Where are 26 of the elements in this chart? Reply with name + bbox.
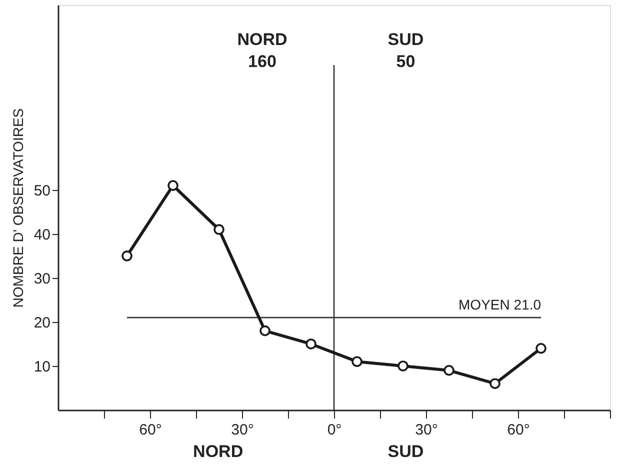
x-tick-label: 60° — [507, 422, 530, 438]
point — [306, 338, 316, 350]
point — [490, 378, 500, 389]
x-tick-label: 0° — [327, 422, 342, 438]
point — [352, 356, 362, 367]
text: SUD — [388, 442, 424, 461]
point — [398, 360, 408, 372]
point — [122, 250, 132, 262]
point — [444, 365, 454, 376]
y-tick-label: 30 — [34, 270, 50, 288]
y-axis-title: NOMBRE D' OBSERVATOIRES — [10, 108, 26, 308]
y-tick-label: 50 — [34, 182, 50, 200]
y-tick-label: 10 — [34, 358, 50, 376]
text: NORD — [193, 442, 244, 461]
x-tick-label: 30° — [231, 422, 254, 438]
y-tick-label: 40 — [34, 226, 50, 244]
point — [168, 180, 178, 191]
point — [214, 224, 224, 235]
annotation: NORD 160 — [237, 30, 288, 71]
x-tick-label: 60° — [139, 422, 162, 438]
point — [536, 343, 546, 354]
y-tick-label: 20 — [34, 314, 50, 332]
annotation: SUD 50 — [388, 30, 424, 71]
ref-line-label: MOYEN 21.0 — [458, 296, 542, 313]
point — [260, 325, 270, 336]
x-tick-label: 30° — [415, 422, 438, 438]
